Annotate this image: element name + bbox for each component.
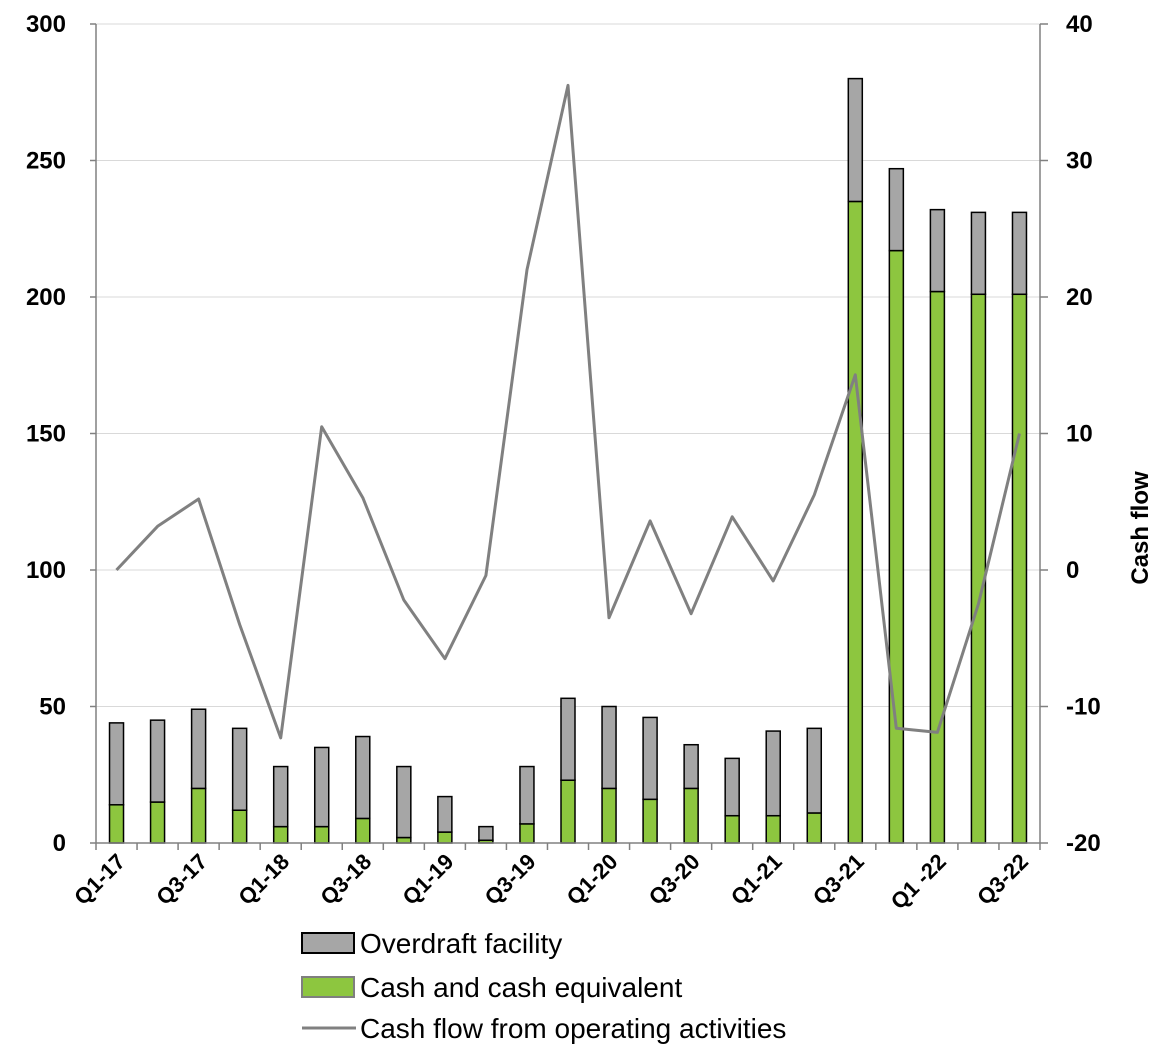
- left-tick-label: 100: [26, 557, 66, 584]
- bar-overdraft-Q4-21: [888, 167, 905, 252]
- legend-swatch: [301, 932, 355, 954]
- bar-overdraft-Q4-20: [724, 757, 740, 817]
- bar-cash-Q4-17: [231, 809, 248, 844]
- cash-flow-line: [115, 83, 1021, 740]
- bar-cash-Q3-21: [847, 200, 864, 844]
- x-tick-label: Q1-17: [69, 849, 130, 910]
- bar-cash-Q3-22: [1011, 293, 1028, 844]
- legend-swatch: [301, 976, 355, 998]
- bar-cash-Q2-21: [806, 812, 823, 844]
- bar-overdraft-Q3-20: [683, 743, 699, 790]
- legend-label: Cash flow from operating activities: [360, 1013, 786, 1044]
- right-axis-title: Cash flow: [1127, 471, 1154, 585]
- left-tick-label: 250: [26, 148, 66, 175]
- bar-cash-Q1 -22: [929, 290, 946, 844]
- legend-label: Overdraft facility: [360, 928, 562, 959]
- bar-cash-Q1-21: [765, 814, 781, 844]
- right-tick-label: -10: [1066, 694, 1101, 721]
- bar-overdraft-Q1-19: [437, 795, 453, 833]
- right-tick-label: 20: [1066, 284, 1093, 311]
- x-tick-label: Q3-22: [972, 849, 1033, 910]
- x-tick-label: Q3-18: [315, 849, 376, 910]
- bar-overdraft-Q1-17: [108, 722, 125, 806]
- legend: Overdraft facility Cash and cash equivale…: [301, 928, 786, 1044]
- bar-cash-Q1-17: [108, 804, 125, 844]
- left-tick-label: 150: [26, 421, 66, 448]
- x-tick-label: Q1-19: [398, 849, 459, 910]
- bar-overdraft-Q2-22: [970, 211, 987, 296]
- x-tick-label: Q1 -22: [886, 849, 951, 914]
- left-tick-label: 300: [26, 11, 66, 38]
- x-tick-label: Q1-18: [233, 849, 294, 910]
- bar-overdraft-Q2-19: [478, 825, 494, 842]
- left-tick-label: 0: [53, 830, 66, 857]
- right-tick-label: -20: [1066, 830, 1101, 857]
- left-tick-label: 50: [39, 694, 66, 721]
- bar-cash-Q1-18: [272, 825, 289, 844]
- bar-cash-Q4-18: [396, 836, 412, 844]
- x-tick-label: Q3-20: [644, 849, 705, 910]
- bar-overdraft-Q3-18: [355, 735, 371, 820]
- bar-overdraft-Q1 -22: [929, 208, 946, 293]
- bar-cash-Q4-21: [888, 249, 905, 844]
- x-tick-label: Q1-21: [726, 849, 787, 910]
- bar-overdraft-Q1-21: [765, 730, 781, 817]
- right-tick-label: 0: [1066, 557, 1079, 584]
- legend-label: Cash and cash equivalent: [360, 972, 682, 1003]
- x-tick-label: Q3-17: [151, 849, 212, 910]
- bar-cash-Q4-20: [724, 814, 740, 844]
- stacked-bars: [108, 77, 1028, 844]
- bar-overdraft-Q3-21: [847, 77, 864, 203]
- bar-overdraft-Q3-22: [1011, 211, 1028, 296]
- x-tick-label: Q1-20: [562, 849, 623, 910]
- bar-cash-Q2-20: [642, 798, 658, 844]
- bar-overdraft-Q4-17: [231, 727, 248, 811]
- axes: [90, 23, 1048, 850]
- cash-flow-line-layer: [115, 83, 1021, 740]
- bar-overdraft-Q2-21: [806, 727, 823, 814]
- x-tick-label: Q3-21: [808, 849, 869, 910]
- bar-overdraft-Q2-18: [313, 746, 330, 828]
- bar-overdraft-Q1-20: [601, 705, 617, 790]
- bar-cash-Q3-20: [683, 787, 699, 844]
- bar-overdraft-Q2-17: [149, 719, 166, 803]
- bar-overdraft-Q1-18: [272, 765, 289, 828]
- bar-overdraft-Q2-20: [642, 716, 658, 801]
- right-tick-label: 10: [1066, 421, 1093, 448]
- bar-overdraft-Q3-19: [519, 765, 535, 825]
- bar-cash-Q3-18: [355, 817, 371, 844]
- bar-overdraft-Q3-17: [190, 708, 207, 790]
- bar-cash-Q3-17: [190, 787, 207, 844]
- bar-cash-Q4-19: [560, 779, 576, 844]
- right-tick-label: 30: [1066, 148, 1093, 175]
- bar-cash-Q2-22: [970, 293, 987, 844]
- x-tick-label: Q3-19: [480, 849, 541, 910]
- bar-cash-Q3-19: [519, 823, 535, 844]
- bar-cash-Q1-20: [601, 787, 617, 844]
- right-tick-label: 40: [1066, 11, 1093, 38]
- bar-cash-Q2-18: [313, 825, 330, 844]
- bar-cash-Q1-19: [437, 831, 453, 844]
- bar-overdraft-Q4-18: [396, 765, 412, 839]
- bar-overdraft-Q4-19: [560, 697, 576, 781]
- left-tick-label: 200: [26, 284, 66, 311]
- bar-cash-Q2-17: [149, 801, 166, 844]
- gridlines: [96, 23, 1040, 707]
